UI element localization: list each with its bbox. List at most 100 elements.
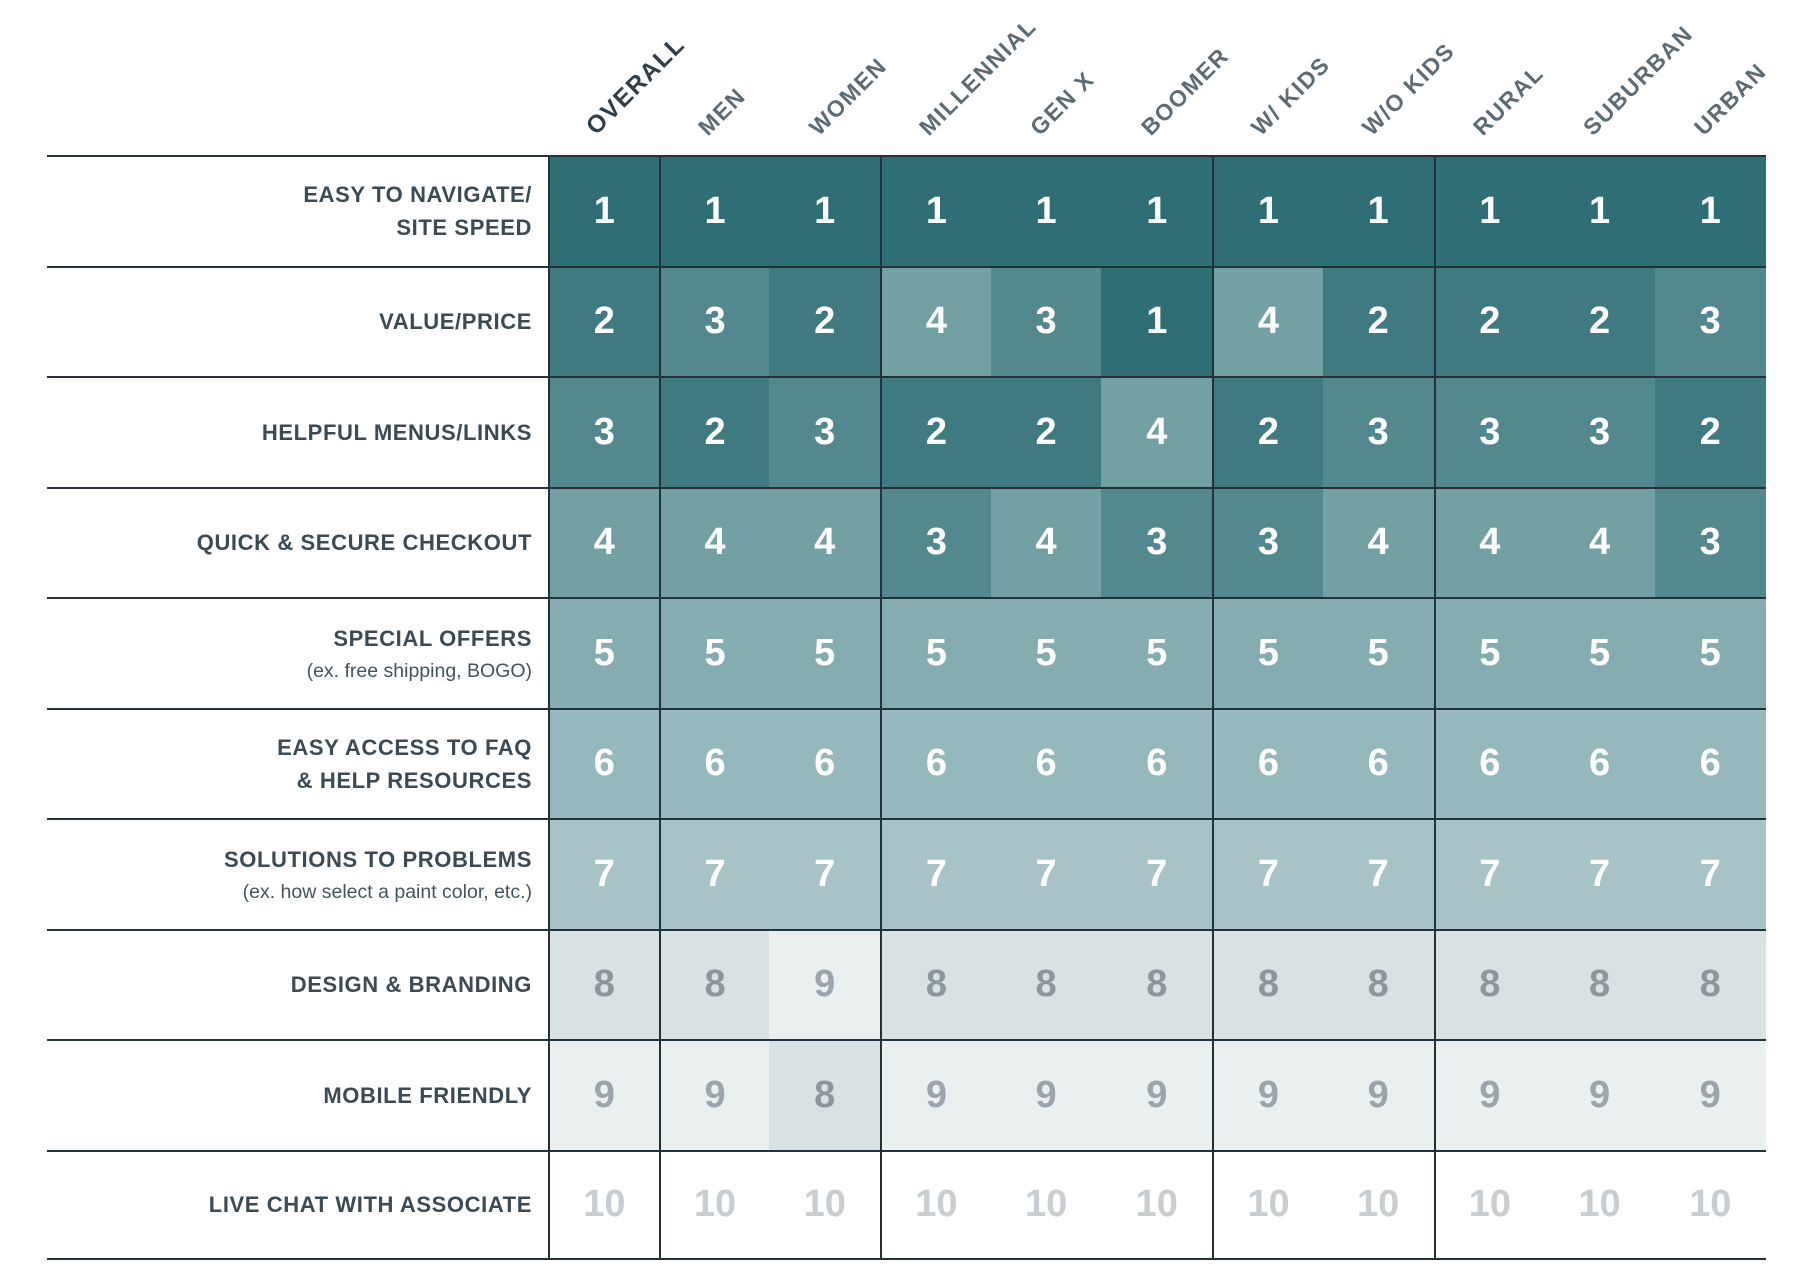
row-label-value-price: VALUE/PRICE [47,265,548,377]
heatmap-cell-w-o-kids-row9: 9 [1322,1039,1434,1150]
row-title: VALUE/PRICE [379,309,532,335]
heatmap-cell-suburban-row3: 3 [1544,376,1655,487]
heatmap-cell-men-row10: 10 [658,1149,770,1260]
heatmap-cell-women-row7: 7 [769,818,881,929]
heatmap-cell-urban-row5: 5 [1654,597,1766,708]
heatmap-cell-men-row9: 9 [658,1039,770,1150]
heatmap-cell-millennial-row4: 3 [880,486,991,597]
heatmap-cell-urban-row7: 7 [1654,818,1766,929]
heatmap-cell-men-row1: 1 [658,155,770,266]
heatmap-cell-gen-x-row4: 4 [990,486,1102,597]
heatmap-cell-w-o-kids-row6: 6 [1322,707,1434,818]
heatmap-cell-gen-x-row8: 8 [990,928,1102,1039]
heatmap-cell-urban-row1: 1 [1654,155,1766,266]
heatmap-cell-w-o-kids-row2: 2 [1322,265,1434,376]
row-title: SPECIAL OFFERS [333,625,532,651]
heatmap-cell-rural-row6: 6 [1433,707,1545,818]
row-title: DESIGN & BRANDING [290,972,532,998]
heatmap-cell-suburban-row6: 6 [1544,707,1655,818]
heatmap-cell-overall-row5: 5 [548,597,659,708]
column-header-suburban: SUBURBAN [1544,0,1698,155]
heatmap-cell-women-row5: 5 [769,597,881,708]
heatmap-cell-men-row3: 2 [658,376,770,487]
heatmap-cell-women-row9: 8 [769,1039,881,1150]
heatmap-cell-w-kids-row4: 3 [1212,486,1323,597]
heatmap-cell-men-row2: 3 [658,265,770,376]
heatmap-cell-rural-row3: 3 [1433,376,1545,487]
column-header-label: URBAN [1688,57,1772,141]
heatmap-cell-rural-row10: 10 [1433,1149,1545,1260]
heatmap-cell-urban-row6: 6 [1654,707,1766,818]
heatmap-cell-w-kids-row9: 9 [1212,1039,1323,1150]
column-header-label: RURAL [1467,59,1549,141]
heatmap-cell-w-kids-row2: 4 [1212,265,1323,376]
heatmap-cell-overall-row7: 7 [548,818,659,929]
row-label-helpful-menus-links: HELPFUL MENUS/LINKS [47,376,548,487]
heatmap-cell-overall-row3: 3 [548,376,659,487]
row-note: (ex. how select a paint color, etc.) [242,880,532,903]
row-label-easy-to-navigate: EASY TO NAVIGATE/ SITE SPEED [47,155,548,266]
heatmap-cell-millennial-row10: 10 [880,1149,991,1260]
heatmap-cell-suburban-row5: 5 [1544,597,1655,708]
heatmap-cell-rural-row8: 8 [1433,928,1545,1039]
heatmap-cell-suburban-row9: 9 [1544,1039,1655,1150]
heatmap-cell-overall-row10: 10 [548,1149,659,1260]
heatmap-cell-women-row8: 9 [769,928,881,1039]
heatmap-cell-rural-row2: 2 [1433,265,1545,376]
heatmap-cell-w-o-kids-row4: 4 [1322,486,1434,597]
heatmap-cell-suburban-row1: 1 [1544,155,1655,266]
heatmap-cell-gen-x-row6: 6 [990,707,1102,818]
heatmap-cell-millennial-row3: 2 [880,376,991,487]
heatmap-cell-w-kids-row3: 2 [1212,376,1323,487]
heatmap-cell-men-row5: 5 [658,597,770,708]
heatmap-cell-w-kids-row6: 6 [1212,707,1323,818]
column-header-label: WOMEN [803,52,892,141]
row-label-special-offers: SPECIAL OFFERS (ex. free shipping, BOGO) [47,597,548,708]
heatmap-cell-w-kids-row8: 8 [1212,928,1323,1039]
column-header-w-o-kids: W/O KIDS [1323,0,1460,155]
column-header-urban: URBAN [1655,0,1771,155]
row-label-design-branding: DESIGN & BRANDING [47,928,548,1040]
heatmap-cell-suburban-row10: 10 [1544,1149,1655,1260]
row-title: MOBILE FRIENDLY [323,1082,532,1108]
column-header-boomer: BOOMER [1101,0,1233,155]
heatmap-cell-urban-row10: 10 [1654,1149,1766,1260]
heatmap-cell-urban-row4: 3 [1654,486,1766,597]
heatmap-cell-women-row1: 1 [769,155,881,266]
heatmap-cell-urban-row3: 2 [1654,376,1766,487]
heatmap-cell-boomer-row2: 1 [1101,265,1213,376]
row-title: LIVE CHAT WITH ASSOCIATE [208,1192,532,1218]
heatmap-cell-millennial-row8: 8 [880,928,991,1039]
heatmap-cell-urban-row9: 9 [1654,1039,1766,1150]
heatmap-cell-overall-row1: 1 [548,155,659,266]
heatmap-grid: OVERALL MEN WOMEN MILLENNIAL GEN X BOOMER W/ K… [47,0,1771,1260]
column-header-w-kids: W/ KIDS [1212,0,1335,155]
heatmap-cell-suburban-row8: 8 [1544,928,1655,1039]
row-label-easy-access-to-faq: EASY ACCESS TO FAQ & HELP RESOURCES [47,707,548,819]
heatmap-cell-overall-row9: 9 [548,1039,659,1150]
heatmap-cell-overall-row2: 2 [548,265,659,376]
heatmap-cell-men-row8: 8 [658,928,770,1039]
heatmap-cell-overall-row6: 6 [548,707,659,818]
heatmap-cell-w-kids-row5: 5 [1212,597,1323,708]
column-header-men: MEN [659,0,770,155]
column-header-label: GEN X [1024,65,1100,141]
heatmap-cell-urban-row8: 8 [1654,928,1766,1039]
heatmap-cell-gen-x-row1: 1 [990,155,1102,266]
row-title: EASY ACCESS TO FAQ & HELP RESOURCES [277,734,532,793]
heatmap-cell-w-o-kids-row10: 10 [1322,1149,1434,1260]
heatmap-cell-w-kids-row10: 10 [1212,1149,1323,1260]
heatmap-cell-gen-x-row3: 2 [990,376,1102,487]
heatmap-cell-men-row7: 7 [658,818,770,929]
heatmap-cell-suburban-row2: 2 [1544,265,1655,376]
heatmap-cell-gen-x-row5: 5 [990,597,1102,708]
heatmap-cell-women-row10: 10 [769,1149,881,1260]
row-label-mobile-friendly: MOBILE FRIENDLY [47,1039,548,1150]
heatmap-cell-boomer-row4: 3 [1101,486,1213,597]
heatmap-cell-rural-row5: 5 [1433,597,1545,708]
heatmap-cell-rural-row9: 9 [1433,1039,1545,1150]
heatmap-cell-gen-x-row7: 7 [990,818,1102,929]
heatmap-cell-suburban-row7: 7 [1544,818,1655,929]
heatmap-cell-boomer-row5: 5 [1101,597,1213,708]
heatmap-cell-w-o-kids-row8: 8 [1322,928,1434,1039]
